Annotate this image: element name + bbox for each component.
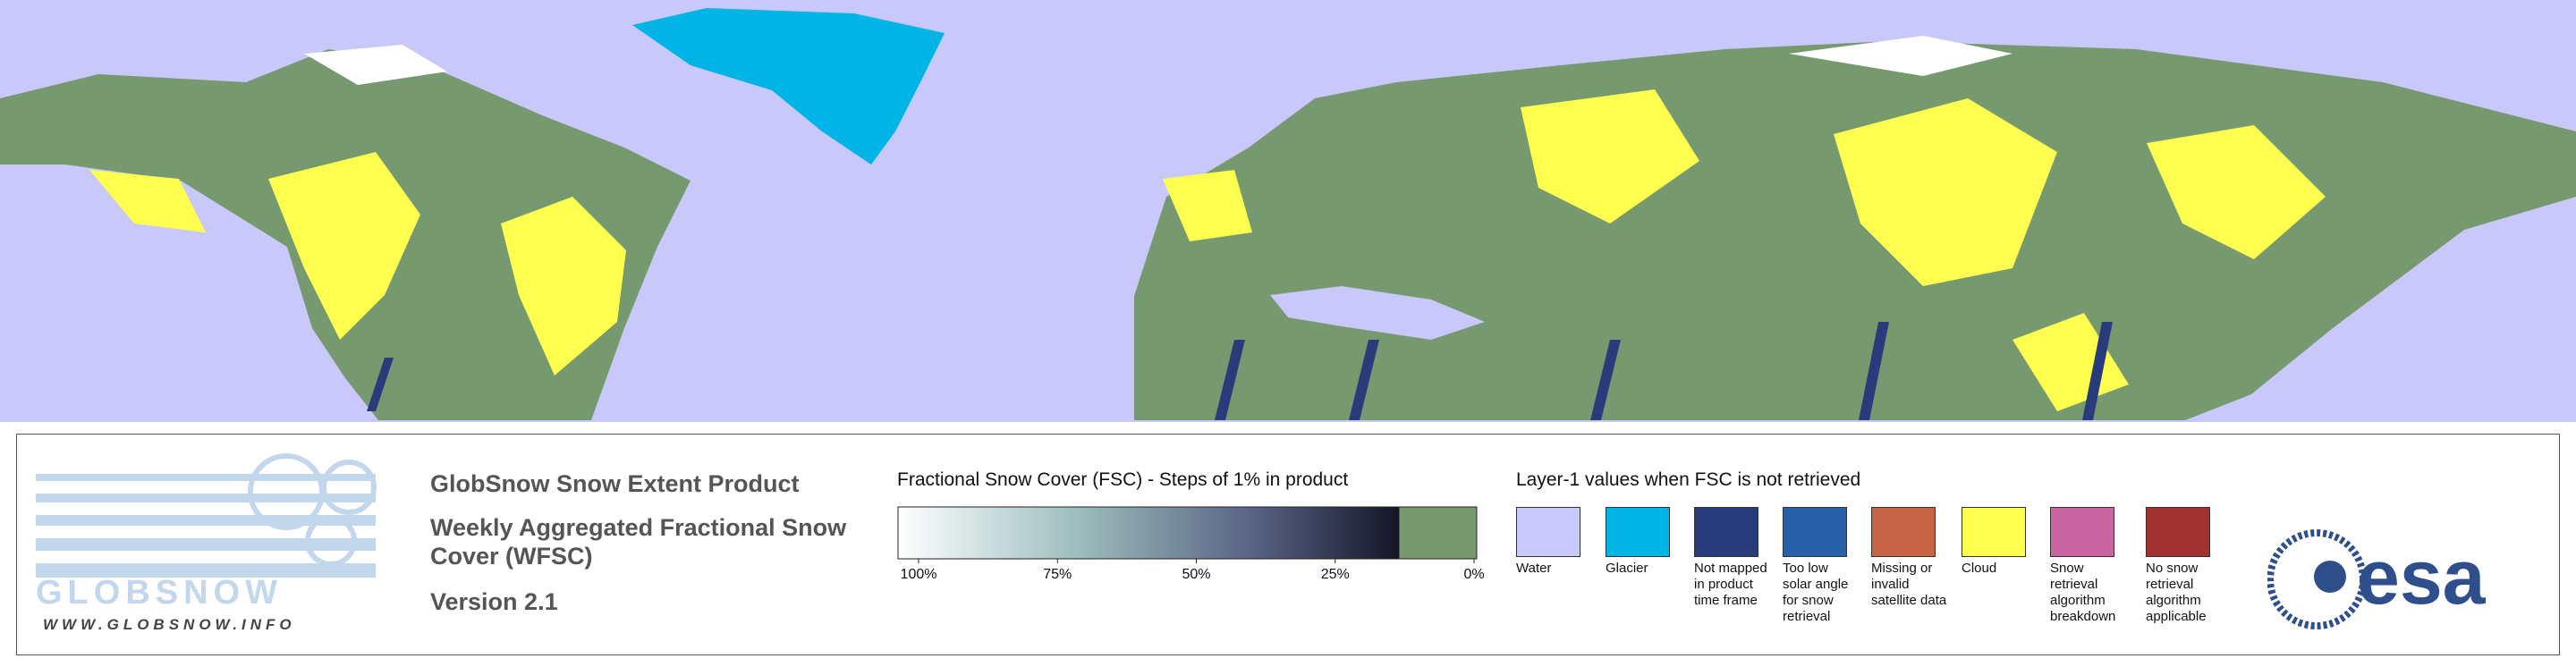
- greenland: [632, 8, 945, 165]
- tick-label: 75%: [1043, 567, 1072, 582]
- mediterranean: [1270, 286, 1485, 340]
- item-label: No snow retrieval algorithm applicable: [2146, 561, 2207, 624]
- item-label: Missing or invalid satellite data: [1871, 561, 1947, 608]
- swatch: [2050, 507, 2114, 557]
- zero-block: [1398, 506, 1478, 560]
- swatch: [1606, 507, 1670, 557]
- esa-ring: [2267, 529, 2367, 629]
- tick-label: 0%: [1463, 567, 1485, 582]
- swatch: [1783, 507, 1847, 557]
- title: GlobSnow Snow Extent Product: [430, 470, 800, 497]
- cloud-patches: [89, 89, 2326, 411]
- swatch: [1694, 507, 1758, 557]
- esa-text: esa: [2357, 535, 2487, 621]
- logo-url: WWW.GLOBSNOW.INFO: [43, 616, 296, 633]
- esa-dot: [2314, 561, 2346, 593]
- swatch: [1516, 507, 1580, 557]
- logo-stripes: [36, 474, 376, 578]
- gradient: [897, 506, 1400, 560]
- legend-panel: [16, 434, 2560, 655]
- item-label: Too low solar angle for snow retrieval: [1783, 561, 1849, 624]
- fsc-title: Fractional Snow Cover (FSC) - Steps of 1…: [897, 469, 1349, 490]
- layer-title: Layer-1 values when FSC is not retrieved: [1516, 469, 1861, 490]
- version: Version 2.1: [430, 588, 558, 615]
- tick-label: 25%: [1320, 567, 1350, 582]
- subtitle: Weekly Aggregated Fractional Snow Cover …: [430, 514, 847, 570]
- globsnow-logo: GLOBSNOW WWW.GLOBSNOW.INFO: [36, 453, 377, 633]
- snow-patches: [304, 36, 2012, 85]
- item-label: Not mapped in product time frame: [1694, 561, 1767, 608]
- tick-label: 100%: [900, 567, 937, 582]
- esa-logo: esa: [2267, 529, 2487, 629]
- snowflakes: [248, 453, 377, 567]
- fsc-colorbar: [897, 506, 1478, 563]
- item-label: Cloud: [1962, 561, 1997, 576]
- item-label: Snow retrieval algorithm breakdown: [2050, 561, 2116, 624]
- item-label: Water: [1516, 561, 1552, 576]
- tick-label: 50%: [1182, 567, 1211, 582]
- swatch: [1871, 507, 1936, 557]
- logo-name: GLOBSNOW: [36, 574, 283, 612]
- swatch: [2146, 507, 2210, 557]
- unmapped-strips: [367, 322, 2113, 420]
- map: [0, 0, 2576, 422]
- item-label: Glacier: [1606, 561, 1648, 576]
- swatch: [1962, 507, 2026, 557]
